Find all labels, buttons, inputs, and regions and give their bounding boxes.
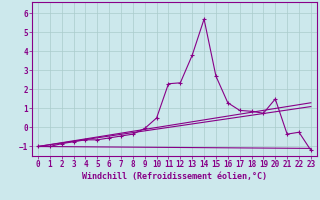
X-axis label: Windchill (Refroidissement éolien,°C): Windchill (Refroidissement éolien,°C) (82, 172, 267, 181)
